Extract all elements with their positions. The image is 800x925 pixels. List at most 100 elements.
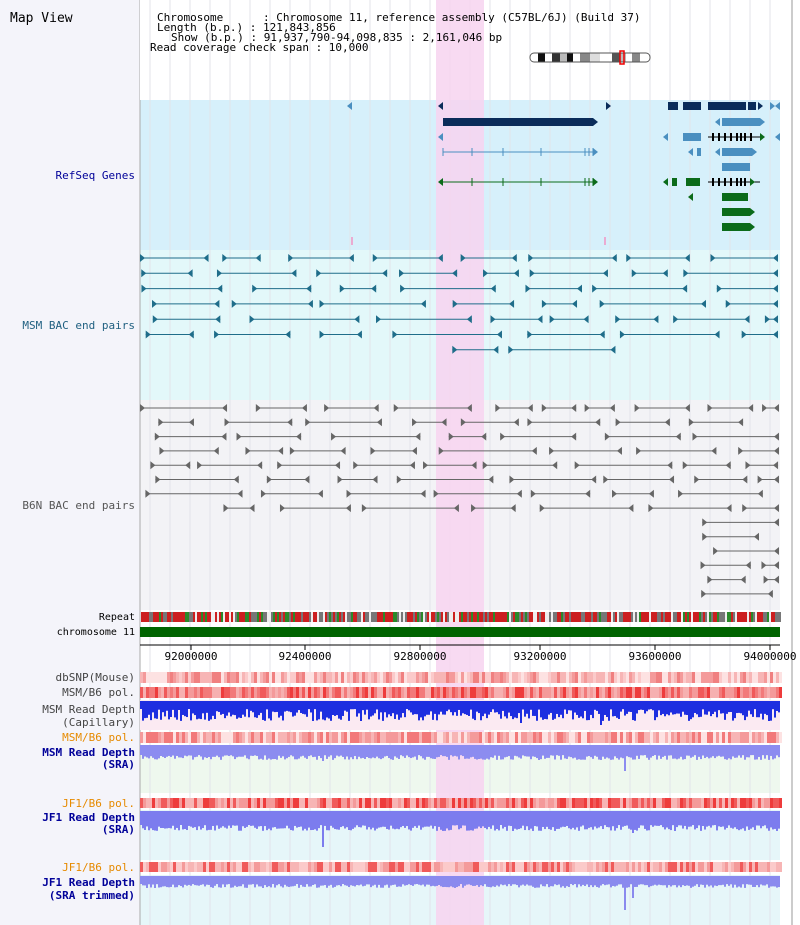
jf1-b6-pol-cell — [218, 798, 221, 808]
jf1-trim-depth-bar — [354, 876, 356, 887]
msm-bac-pair-end — [231, 299, 237, 308]
msm-capillary-depth-bar — [730, 701, 732, 712]
repeat-element — [161, 612, 163, 622]
msm-b6-pol-cell — [200, 732, 203, 743]
repeat-element — [351, 612, 353, 622]
jf1-sra-depth-bar — [744, 811, 746, 831]
jf1-trim-depth-bar — [308, 876, 310, 887]
dbsnp-cell — [413, 672, 416, 683]
repeat-element — [443, 612, 445, 622]
track-label-b6n-bac[interactable]: B6N BAC end pairs — [22, 499, 135, 512]
jf1-sra-depth-bar — [364, 811, 366, 826]
repeat-element — [435, 612, 437, 622]
jf1-sra-depth-bar — [736, 811, 738, 830]
jf1-sra-depth-bar — [490, 811, 492, 829]
jf1-b6-pol-cell — [404, 862, 407, 872]
b6n-bac-pair-end — [748, 404, 754, 412]
repeat-element — [203, 612, 205, 622]
right-margin — [780, 0, 800, 925]
msm-sra-depth-bar — [328, 745, 330, 757]
repeat-element — [701, 612, 703, 622]
axis-tick-label: 93600000 — [629, 650, 682, 663]
jf1-b6-pol-cell — [602, 798, 605, 808]
jf1-sra-depth-bar — [204, 811, 206, 826]
jf1-sra-depth-bar — [498, 811, 500, 831]
msm-bac-pair-end — [592, 284, 598, 293]
repeat-element — [253, 612, 255, 622]
msm-b6-pol-cell — [458, 732, 461, 743]
msm-sra-depth-bar — [224, 745, 226, 756]
msm-bac-pair-end — [285, 330, 291, 339]
jf1-b6-pol-cell — [269, 862, 272, 872]
b6n-bac-pair-end — [591, 475, 597, 484]
msm-bac-pair-end — [626, 254, 632, 262]
msm-bac-pair-end — [252, 284, 258, 293]
dbsnp-cell — [569, 672, 572, 683]
msm-capillary-depth-bar — [654, 701, 656, 721]
jf1-trim-depth-bar — [462, 876, 464, 888]
dbsnp-cell — [161, 672, 164, 683]
jf1-b6-pol-cell — [464, 862, 467, 872]
track-label-refseq[interactable]: RefSeq Genes — [55, 169, 135, 182]
dbsnp-cell — [587, 672, 590, 683]
gene-exon — [744, 178, 746, 186]
msm-b6-pol-cell — [467, 687, 470, 698]
dbsnp-cell — [365, 672, 368, 683]
msm-capillary-depth-bar — [650, 701, 652, 710]
track-label-msm-bac[interactable]: MSM BAC end pairs — [22, 319, 135, 332]
dbsnp-cell — [179, 672, 182, 683]
jf1-sra-depth-bar — [320, 811, 322, 826]
jf1-b6-pol-cell — [536, 862, 539, 872]
jf1-sra-depth-bar — [262, 811, 264, 831]
jf1-sra-depth-bar — [226, 811, 228, 829]
repeat-element — [167, 612, 169, 622]
msm-sra-depth-bar — [150, 745, 152, 757]
jf1-trim-depth-bar — [684, 876, 686, 886]
msm-bac-pair-end — [773, 330, 778, 339]
jf1-b6-pol-cell — [233, 862, 236, 872]
msm-capillary-depth-bar — [520, 701, 522, 723]
msm-b6-pol-cell — [212, 732, 215, 743]
b6n-bac-pair-end — [255, 404, 261, 412]
msm-b6-pol-cell — [746, 687, 749, 698]
jf1-b6-pol-cell — [152, 798, 155, 808]
jf1-trim-depth-bar — [628, 876, 630, 888]
msm-sra-depth-bar — [192, 745, 194, 760]
jf1-sra-depth-bar — [776, 811, 778, 831]
msm-capillary-depth-bar — [648, 701, 650, 710]
msm-capillary-depth-bar — [544, 701, 546, 719]
b6n-bac-pair-end — [636, 446, 642, 455]
jf1-b6-pol-cell — [554, 798, 557, 808]
msm-b6-pol-cell — [452, 732, 455, 743]
jf1-trim-depth-bar — [644, 876, 646, 886]
msm-capillary-depth-bar — [342, 701, 344, 716]
jf1-b6-pol-cell — [350, 862, 353, 872]
jf1-b6-pol-cell — [566, 862, 569, 872]
msm-sra-depth-bar — [544, 745, 546, 759]
repeat-element — [621, 612, 623, 622]
jf1-b6-pol-cell — [365, 862, 368, 872]
b6n-bac-pair-end — [701, 589, 707, 598]
dbsnp-cell — [188, 672, 191, 683]
msm-b6-pol-cell — [605, 687, 608, 698]
msm-capillary-depth-bar — [524, 701, 526, 717]
repeat-element — [619, 612, 621, 622]
msm-sra-depth-bar — [410, 745, 412, 759]
msm-capillary-depth-bar — [512, 701, 514, 720]
msm-sra-depth-bar — [720, 745, 722, 757]
msm-sra-depth-bar — [510, 745, 512, 760]
jf1-sra-depth-bar — [494, 811, 496, 831]
jf1-sra-depth-bar — [722, 811, 724, 827]
jf1-trim-depth-bar — [654, 876, 656, 885]
repeat-element — [691, 612, 693, 622]
msm-capillary-depth-bar — [270, 701, 272, 721]
repeat-element — [149, 612, 151, 622]
jf1-b6-pol-cell — [701, 798, 704, 808]
repeat-element — [415, 612, 417, 622]
repeat-element — [295, 612, 297, 622]
jf1-b6-pol-cell — [608, 862, 611, 872]
b6n-bac-pair-end — [541, 404, 547, 412]
msm-capillary-depth-bar — [294, 701, 296, 716]
jf1-b6-pol-cell — [374, 798, 377, 808]
